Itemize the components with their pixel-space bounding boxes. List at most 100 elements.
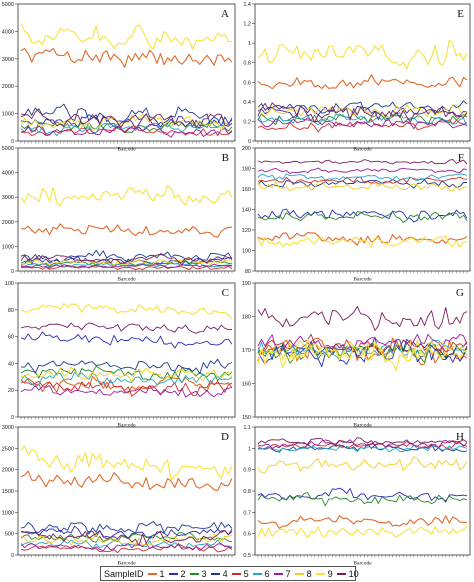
legend-item-3: 3 [189,568,207,579]
legend-swatch [273,572,283,575]
y-tick-label: 2500 [2,446,14,452]
legend-item-2: 2 [168,569,186,579]
y-tick-label: 3000 [2,195,14,201]
series-line-6 [257,112,468,127]
series-line-9 [257,525,468,539]
y-tick-label: 140 [242,208,251,214]
series-line-2 [257,487,468,503]
y-tick-label: 170 [242,348,251,354]
legend-label: 9 [327,568,333,579]
series-line-2 [20,331,233,349]
legend: SampleID 1 2 3 4 5 6 7 8 9 10 [100,566,359,581]
series-line-3 [257,492,468,507]
y-tick-label: 40 [8,361,14,367]
y-tick-label: 4000 [2,29,14,35]
y-tick-label: 2000 [2,468,14,474]
legend-item-5: 5 [231,569,249,579]
legend-swatch [147,572,157,575]
legend-label: 3 [201,568,207,579]
plot-frame [254,3,471,142]
legend-swatch [294,572,304,575]
series-line-4 [21,358,233,375]
series-line-5 [20,125,233,137]
series-line-9 [257,39,468,70]
y-tick-label: 0 [11,269,14,275]
y-tick-label: 3000 [2,425,14,431]
x-axis-label: Barcode [117,277,136,283]
series-line-8 [257,340,468,364]
panel-label: H [456,431,464,443]
x-axis-label: Barcode [117,561,136,567]
legend-item-9: 9 [315,568,333,579]
series-line-8 [20,533,233,546]
y-tick-label: 100 [5,281,14,287]
y-tick-label: 0 [11,139,14,145]
series-line-10 [20,322,233,334]
legend-swatch [210,572,220,575]
y-tick-label: 0.6 [243,532,251,538]
series-line-10 [257,437,468,446]
series-line-7 [20,123,233,138]
panel-label: D [221,431,229,443]
series-line-7 [257,333,468,353]
series-line-1 [20,470,233,491]
panel-label: A [221,8,229,20]
series-line-8 [20,366,233,383]
series-line-9 [20,303,233,320]
legend-swatch [168,572,178,575]
y-tick-label: 3000 [2,57,14,63]
series-line-10 [257,102,468,123]
series-line-4 [20,521,233,537]
series-line-2 [257,208,468,223]
y-tick-label: 0 [11,415,14,421]
y-tick-label: 180 [242,167,251,173]
panel-E: 0 0.2 0.4 0.6 0.8 1 1.2 1.4 E Barcode [243,2,471,153]
y-tick-label: 1.2 [243,22,251,28]
series-line-6 [20,122,233,137]
legend-swatch [189,572,199,575]
y-tick-label: 160 [242,382,251,388]
legend-swatch [315,572,325,575]
series-line-7 [257,117,468,130]
y-tick-label: 120 [242,228,251,234]
y-tick-label: 180 [242,315,251,321]
y-tick-label: 1 [248,446,251,452]
x-axis-label: Barcode [353,277,372,283]
series-line-8 [20,257,233,266]
series-line-5 [257,176,468,185]
series-line-7 [257,439,468,449]
series-line-10 [20,253,233,265]
panel-D: 0 500 1000 1500 2000 2500 3000 D Barcode [2,425,236,567]
panel-label: E [457,8,464,20]
legend-title: SampleID [104,568,144,579]
panel-A: 0 1000 2000 3000 4000 5000 A Barcode [2,2,236,153]
panel-G: 150 160 170 180 190 G Barcode [242,281,471,429]
x-axis-label: Barcode [353,423,372,429]
y-tick-label: 1.1 [243,425,251,431]
series-line-5 [20,379,233,397]
series-line-6 [257,444,468,453]
series-line-3 [257,111,468,126]
series-line-1 [257,74,468,90]
y-tick-label: 20 [8,388,14,394]
y-tick-label: 500 [5,532,14,538]
legend-swatch [252,572,262,575]
legend-item-8: 8 [294,569,312,579]
series-line-4 [257,100,468,114]
series-line-9 [20,23,233,50]
series-line-10 [257,159,468,165]
y-tick-label: 5000 [2,2,14,8]
legend-label: 7 [285,568,291,579]
legend-item-4: 4 [210,568,228,579]
legend-swatch [336,572,346,575]
series-line-10 [257,306,468,331]
series-line-2 [20,113,233,130]
panel-label: C [222,287,229,299]
y-tick-label: 100 [242,249,251,255]
y-tick-label: 0 [11,553,14,559]
series-line-7 [20,385,233,398]
legend-label: 4 [222,568,228,579]
plot-frame [254,147,471,272]
series-line-7 [257,167,468,174]
